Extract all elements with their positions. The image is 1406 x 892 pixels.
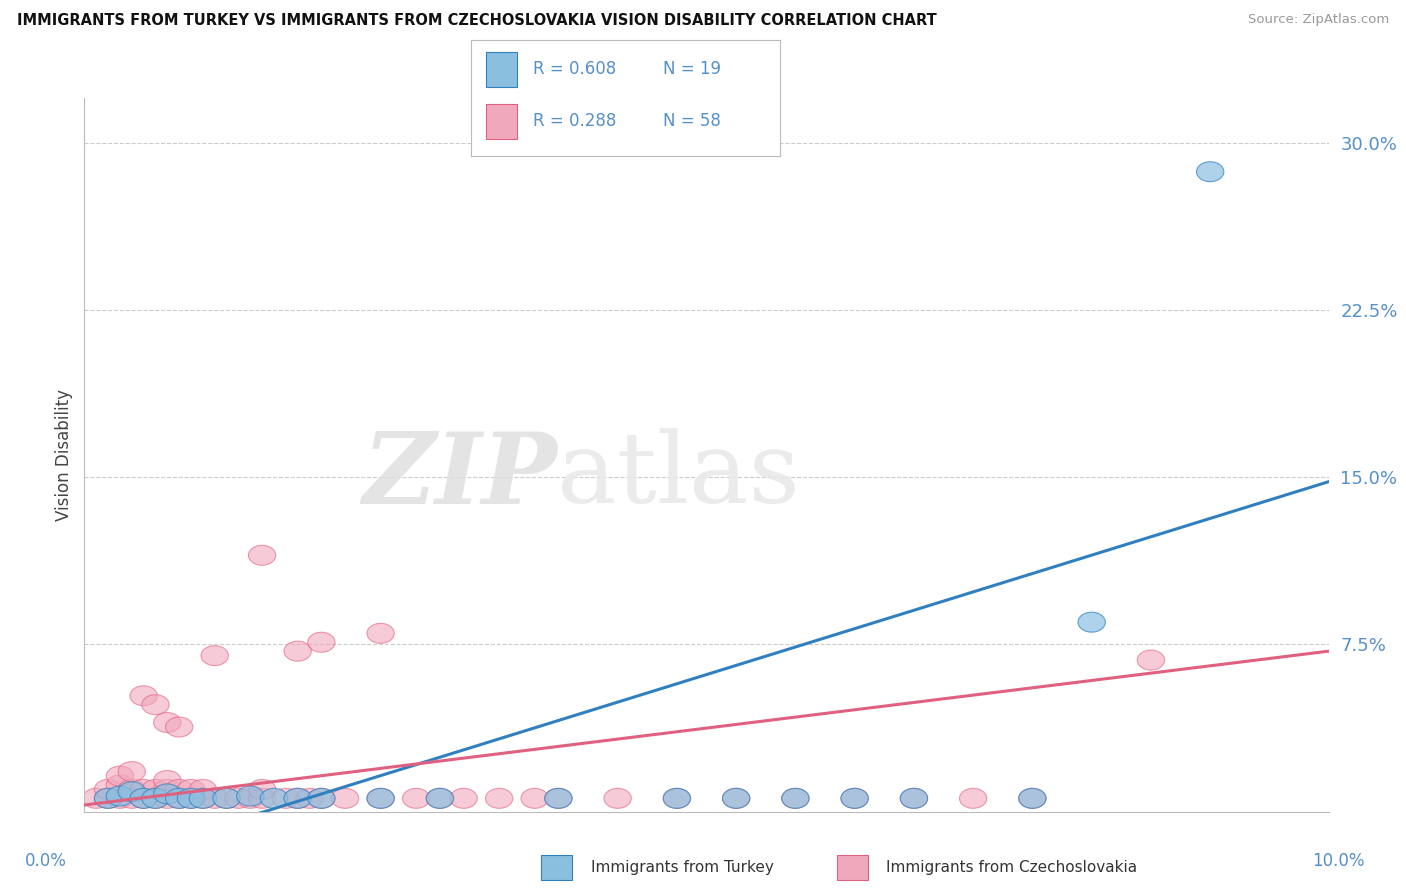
Ellipse shape xyxy=(107,789,134,808)
Ellipse shape xyxy=(273,789,299,808)
Y-axis label: Vision Disability: Vision Disability xyxy=(55,389,73,521)
Ellipse shape xyxy=(166,789,193,808)
Ellipse shape xyxy=(900,789,928,808)
Text: N = 19: N = 19 xyxy=(662,60,721,78)
Ellipse shape xyxy=(260,789,288,808)
Ellipse shape xyxy=(190,780,217,799)
Ellipse shape xyxy=(166,789,193,808)
Ellipse shape xyxy=(94,789,122,808)
Ellipse shape xyxy=(841,789,869,808)
Ellipse shape xyxy=(129,686,157,706)
Ellipse shape xyxy=(190,789,217,808)
Ellipse shape xyxy=(544,789,572,808)
Text: ZIP: ZIP xyxy=(363,428,557,524)
Ellipse shape xyxy=(107,766,134,786)
Ellipse shape xyxy=(782,789,808,808)
Ellipse shape xyxy=(94,789,122,808)
Ellipse shape xyxy=(782,789,808,808)
Ellipse shape xyxy=(723,789,749,808)
Ellipse shape xyxy=(129,780,157,799)
Ellipse shape xyxy=(426,789,454,808)
Ellipse shape xyxy=(544,789,572,808)
Ellipse shape xyxy=(367,624,394,643)
Ellipse shape xyxy=(142,695,169,714)
Text: N = 58: N = 58 xyxy=(662,112,721,130)
Ellipse shape xyxy=(153,784,181,804)
Ellipse shape xyxy=(284,789,311,808)
Ellipse shape xyxy=(402,789,430,808)
Ellipse shape xyxy=(129,789,157,808)
Ellipse shape xyxy=(201,646,228,665)
Ellipse shape xyxy=(249,789,276,808)
Ellipse shape xyxy=(1078,612,1105,632)
Ellipse shape xyxy=(153,789,181,808)
Text: Immigrants from Turkey: Immigrants from Turkey xyxy=(591,860,773,874)
Ellipse shape xyxy=(1197,161,1223,182)
Ellipse shape xyxy=(308,632,335,652)
Ellipse shape xyxy=(236,789,264,808)
Ellipse shape xyxy=(166,780,193,799)
Ellipse shape xyxy=(94,780,122,799)
Ellipse shape xyxy=(153,780,181,799)
Ellipse shape xyxy=(107,786,134,806)
Ellipse shape xyxy=(142,780,169,799)
Ellipse shape xyxy=(212,789,240,808)
Ellipse shape xyxy=(118,762,145,781)
Ellipse shape xyxy=(284,789,311,808)
Text: atlas: atlas xyxy=(557,428,800,524)
Ellipse shape xyxy=(212,789,240,808)
Ellipse shape xyxy=(177,789,205,808)
Ellipse shape xyxy=(236,786,264,806)
Ellipse shape xyxy=(142,789,169,808)
Ellipse shape xyxy=(153,771,181,790)
Ellipse shape xyxy=(249,545,276,566)
Ellipse shape xyxy=(959,789,987,808)
Ellipse shape xyxy=(225,789,252,808)
Ellipse shape xyxy=(426,789,454,808)
Ellipse shape xyxy=(118,789,145,808)
Ellipse shape xyxy=(723,789,749,808)
Ellipse shape xyxy=(664,789,690,808)
Ellipse shape xyxy=(605,789,631,808)
Text: 10.0%: 10.0% xyxy=(1312,852,1364,870)
Ellipse shape xyxy=(450,789,477,808)
Ellipse shape xyxy=(367,789,394,808)
Ellipse shape xyxy=(118,780,145,799)
Ellipse shape xyxy=(190,789,217,808)
Ellipse shape xyxy=(166,717,193,737)
Ellipse shape xyxy=(1137,650,1164,670)
Ellipse shape xyxy=(841,789,869,808)
Ellipse shape xyxy=(295,789,323,808)
Text: R = 0.608: R = 0.608 xyxy=(533,60,616,78)
Ellipse shape xyxy=(118,781,145,802)
Ellipse shape xyxy=(367,789,394,808)
Ellipse shape xyxy=(142,789,169,808)
Ellipse shape xyxy=(900,789,928,808)
Ellipse shape xyxy=(1019,789,1046,808)
Ellipse shape xyxy=(129,789,157,808)
Ellipse shape xyxy=(177,780,205,799)
Ellipse shape xyxy=(249,780,276,799)
Ellipse shape xyxy=(107,775,134,795)
Ellipse shape xyxy=(284,641,311,661)
Text: Immigrants from Czechoslovakia: Immigrants from Czechoslovakia xyxy=(886,860,1137,874)
Ellipse shape xyxy=(1019,789,1046,808)
Ellipse shape xyxy=(83,789,110,808)
Ellipse shape xyxy=(177,789,205,808)
Text: IMMIGRANTS FROM TURKEY VS IMMIGRANTS FROM CZECHOSLOVAKIA VISION DISABILITY CORRE: IMMIGRANTS FROM TURKEY VS IMMIGRANTS FRO… xyxy=(17,13,936,29)
Ellipse shape xyxy=(332,789,359,808)
Text: 0.0%: 0.0% xyxy=(25,852,67,870)
Ellipse shape xyxy=(201,789,228,808)
Bar xyxy=(486,104,517,139)
Ellipse shape xyxy=(308,789,335,808)
Ellipse shape xyxy=(522,789,548,808)
Ellipse shape xyxy=(664,789,690,808)
Ellipse shape xyxy=(153,713,181,732)
Ellipse shape xyxy=(485,789,513,808)
Text: R = 0.288: R = 0.288 xyxy=(533,112,616,130)
Ellipse shape xyxy=(308,789,335,808)
Text: Source: ZipAtlas.com: Source: ZipAtlas.com xyxy=(1249,13,1389,27)
Bar xyxy=(486,52,517,87)
